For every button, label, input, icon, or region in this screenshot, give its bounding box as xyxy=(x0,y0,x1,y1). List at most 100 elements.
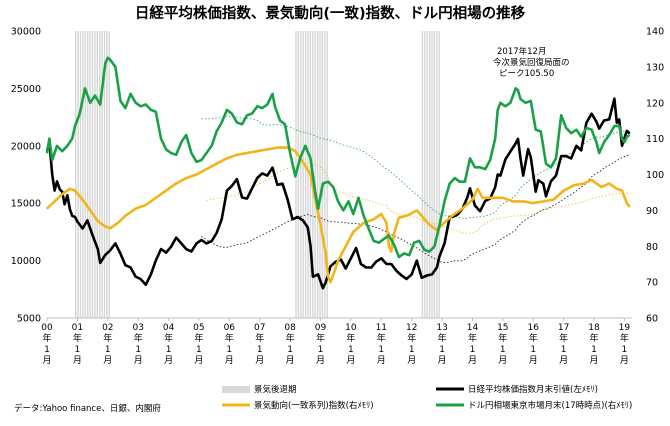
data-point xyxy=(378,242,380,244)
data-point xyxy=(629,132,631,134)
data-point xyxy=(155,260,157,262)
data-point xyxy=(61,193,63,195)
x-tick-label: 1 xyxy=(287,345,293,355)
data-point xyxy=(535,191,537,193)
data-point xyxy=(335,261,337,263)
x-tick-label: 月 xyxy=(316,355,325,366)
x-tick-label: 10 xyxy=(345,323,357,333)
x-tick-label: 18 xyxy=(588,323,600,333)
trend-line-0 xyxy=(201,154,630,263)
recession-stripe xyxy=(324,31,326,318)
data-point xyxy=(246,114,248,116)
data-point xyxy=(109,59,111,61)
legend-label-ci: 景気動向(一致系列)指数(右ﾒﾓﾘ) xyxy=(254,400,374,411)
data-point xyxy=(519,157,522,159)
data-point xyxy=(428,224,430,226)
data-point xyxy=(317,208,319,210)
data-point xyxy=(477,188,479,190)
data-point xyxy=(626,130,628,132)
series-line xyxy=(45,56,631,259)
data-point xyxy=(175,182,177,185)
x-tick-label: 1 xyxy=(470,345,476,355)
recession-stripe xyxy=(108,31,110,318)
data-point xyxy=(342,209,344,211)
series-1 xyxy=(46,146,631,284)
x-tick-label: 年 xyxy=(316,332,325,344)
data-point xyxy=(469,187,471,189)
data-point xyxy=(535,129,537,131)
x-tick-label: 1 xyxy=(318,345,324,355)
data-point xyxy=(276,184,278,186)
data-point xyxy=(494,138,496,140)
data-point xyxy=(428,251,430,253)
x-tick-label: 月 xyxy=(255,355,264,366)
data-point xyxy=(471,199,474,201)
data-point xyxy=(195,242,198,244)
data-point xyxy=(365,266,367,269)
data-point xyxy=(398,256,400,258)
data-point xyxy=(312,276,314,278)
x-tick-label: 年 xyxy=(42,332,51,344)
data-point xyxy=(261,107,263,109)
data-point xyxy=(266,175,268,177)
data-point xyxy=(236,154,238,156)
data-point xyxy=(145,284,147,286)
data-point xyxy=(537,179,540,181)
x-tick-label: 13 xyxy=(436,323,447,333)
data-point xyxy=(509,150,511,153)
data-point xyxy=(114,66,116,68)
x-tick-label: 1 xyxy=(378,345,384,355)
data-point xyxy=(329,281,332,283)
x-tick-label: 月 xyxy=(438,355,447,366)
data-point xyxy=(616,188,618,190)
data-point xyxy=(550,166,552,168)
data-point xyxy=(580,136,582,138)
x-tick-label: 月 xyxy=(42,355,51,366)
data-point xyxy=(426,274,428,277)
data-point xyxy=(104,225,106,228)
trend-line-2 xyxy=(201,115,630,219)
data-point xyxy=(251,187,253,189)
data-point xyxy=(135,276,137,278)
x-tick-label: 09 xyxy=(315,323,327,333)
data-point xyxy=(76,221,78,223)
x-tick-label: 08 xyxy=(284,323,296,333)
data-point xyxy=(499,102,501,104)
data-point xyxy=(443,200,446,202)
data-point xyxy=(175,237,177,239)
data-point xyxy=(69,208,71,210)
data-point xyxy=(416,260,418,262)
recession-stripe xyxy=(302,31,304,318)
recession-band-0 xyxy=(75,31,110,318)
data-point xyxy=(530,100,532,102)
data-point xyxy=(130,93,132,95)
data-point xyxy=(474,204,476,207)
data-point xyxy=(226,157,228,159)
data-point xyxy=(185,177,187,179)
data-point xyxy=(401,274,403,277)
data-point xyxy=(345,245,347,247)
data-point xyxy=(314,191,316,193)
x-tick-label: 1 xyxy=(530,345,536,355)
data-point xyxy=(135,102,137,104)
data-point xyxy=(327,276,329,278)
data-point xyxy=(350,257,352,259)
data-point xyxy=(355,247,357,249)
data-point xyxy=(325,281,327,283)
data-point xyxy=(474,166,476,168)
legend-label-nikkei: 日経平均株価指数月末引値(左ﾒﾓﾘ) xyxy=(468,384,598,395)
recession-stripe xyxy=(319,31,321,318)
x-tick-label: 1 xyxy=(166,345,172,355)
x-tick-label: 01 xyxy=(72,323,83,333)
recession-stripe xyxy=(426,31,428,318)
data-point xyxy=(383,238,385,240)
data-point xyxy=(570,132,572,134)
data-point xyxy=(403,252,405,254)
data-point xyxy=(205,152,208,154)
data-point xyxy=(613,98,616,100)
recession-stripe xyxy=(436,31,438,318)
y-left-tick-label: 25000 xyxy=(11,84,41,95)
data-point xyxy=(246,152,248,154)
